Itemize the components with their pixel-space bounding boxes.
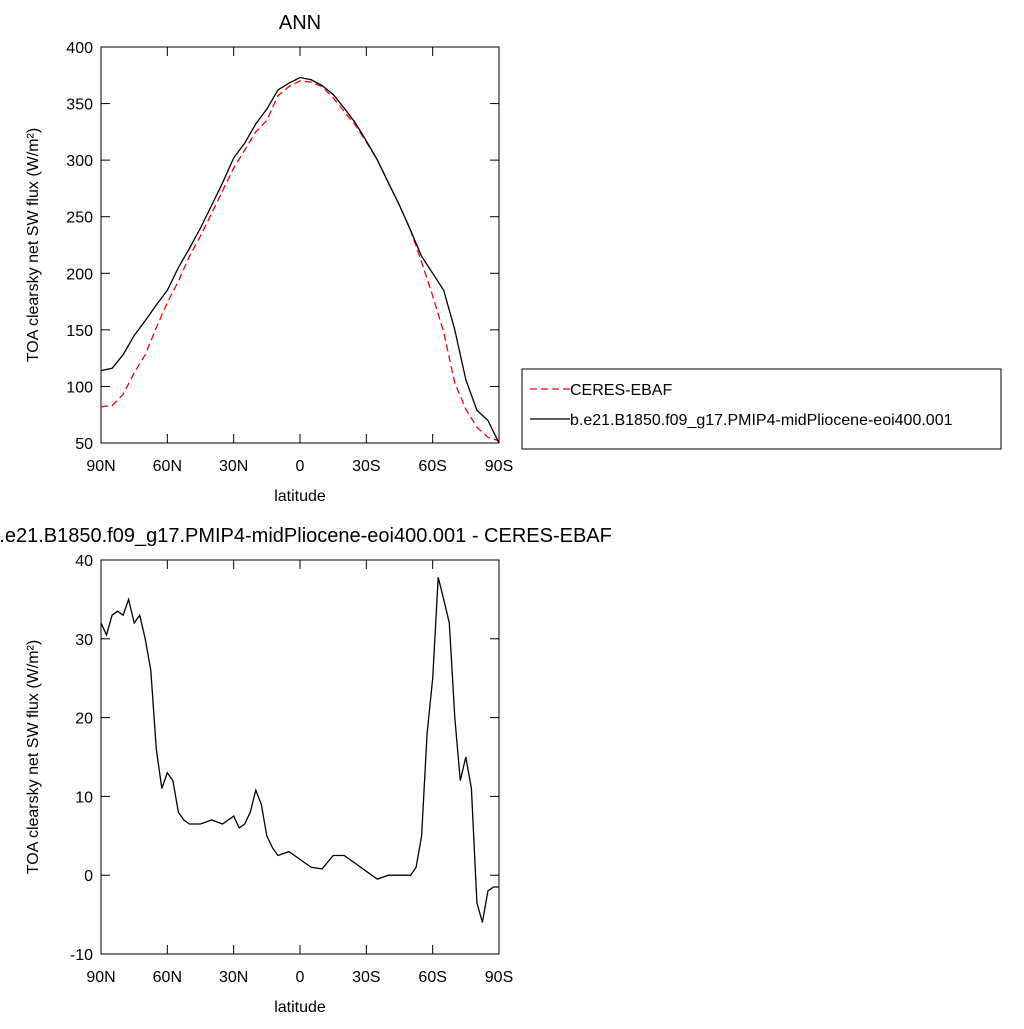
data-line — [100, 76, 500, 444]
y-axis-label: TOA clearsky net SW flux (W/m²) — [25, 640, 42, 874]
legend-box — [521, 368, 1002, 450]
y-tick-label: 10 — [75, 789, 93, 806]
x-tick-label: 0 — [296, 969, 305, 986]
y-tick-label: 50 — [75, 436, 93, 453]
y-axis-label: TOA clearsky net SW flux (W/m²) — [25, 128, 42, 362]
x-tick-label: 90N — [86, 969, 115, 986]
y-tick-label: 250 — [66, 210, 93, 227]
y-tick-label: 200 — [66, 266, 93, 283]
plot-frame — [100, 559, 500, 955]
y-tick-label: 0 — [84, 868, 93, 885]
x-tick-label: 30S — [352, 458, 380, 475]
y-tick-label: 400 — [66, 40, 93, 57]
y-tick-label: 20 — [75, 711, 93, 728]
x-tick-label: 90S — [485, 458, 513, 475]
x-tick-label: 30S — [352, 969, 380, 986]
legend-label: b.e21.B1850.f09_g17.PMIP4-midPliocene-eo… — [570, 412, 953, 429]
x-tick-label: 60N — [153, 458, 182, 475]
y-tick-label: 300 — [66, 153, 93, 170]
data-line — [100, 80, 500, 442]
y-tick-label: 30 — [75, 632, 93, 649]
y-tick-label: 150 — [66, 323, 93, 340]
x-tick-label: 30N — [219, 458, 248, 475]
data-line — [100, 577, 499, 923]
x-tick-label: 60N — [153, 969, 182, 986]
chart-title: ANN — [279, 12, 321, 34]
y-tick-label: 40 — [75, 553, 93, 570]
y-tick-label: 350 — [66, 97, 93, 114]
plot-frame — [100, 46, 500, 444]
x-tick-label: 60S — [418, 458, 446, 475]
x-axis-label: latitude — [274, 488, 326, 505]
x-tick-label: 30N — [219, 969, 248, 986]
legend-label: CERES-EBAF — [570, 382, 672, 399]
y-tick-label: -10 — [70, 947, 93, 964]
x-tick-label: 60S — [418, 969, 446, 986]
x-tick-label: 90N — [86, 458, 115, 475]
x-tick-label: 0 — [296, 458, 305, 475]
chart-title: b.e21.B1850.f09_g17.PMIP4-midPliocene-eo… — [0, 525, 612, 547]
y-tick-label: 100 — [66, 379, 93, 396]
x-tick-label: 90S — [485, 969, 513, 986]
x-axis-label: latitude — [274, 999, 326, 1016]
